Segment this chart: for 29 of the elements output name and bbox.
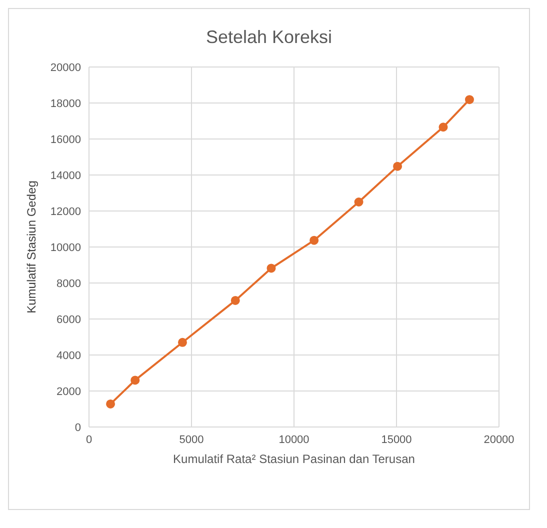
y-tick-label: 16000 xyxy=(50,134,81,146)
y-tick-label: 8000 xyxy=(56,278,81,290)
point xyxy=(106,399,116,408)
x-axis-title: Kumulatif Rata² Stasiun Pasinan dan Terusan xyxy=(173,452,415,466)
y-tick-label: 14000 xyxy=(50,170,81,182)
y-axis-title: Kumulatif Stasiun Gedeg xyxy=(24,180,38,314)
y-tick-label: 6000 xyxy=(56,314,81,326)
y-tick-label: 2000 xyxy=(56,386,81,398)
y-tick-label: 12000 xyxy=(50,206,81,218)
x-tick-label: 5000 xyxy=(179,434,204,446)
point xyxy=(438,122,448,132)
point xyxy=(310,236,319,245)
y-tick-label: 10000 xyxy=(50,242,81,254)
x-tick-label: 15000 xyxy=(381,434,412,446)
y-tick-label: 0 xyxy=(74,422,81,434)
y-tick-label: 4000 xyxy=(56,350,81,362)
x-tick-label: 0 xyxy=(86,434,92,446)
x-tick-label: 20000 xyxy=(484,434,514,446)
chart-title: Setelah Koreksi xyxy=(204,26,334,49)
point xyxy=(130,376,140,385)
y-tick-label: 18000 xyxy=(50,98,81,110)
point xyxy=(178,338,187,347)
point xyxy=(464,95,474,104)
x-tick-label: 10000 xyxy=(278,434,310,446)
y-tick-label: 20000 xyxy=(50,62,81,74)
point xyxy=(354,198,364,206)
point xyxy=(393,162,402,171)
point xyxy=(230,296,240,305)
point xyxy=(266,264,276,273)
